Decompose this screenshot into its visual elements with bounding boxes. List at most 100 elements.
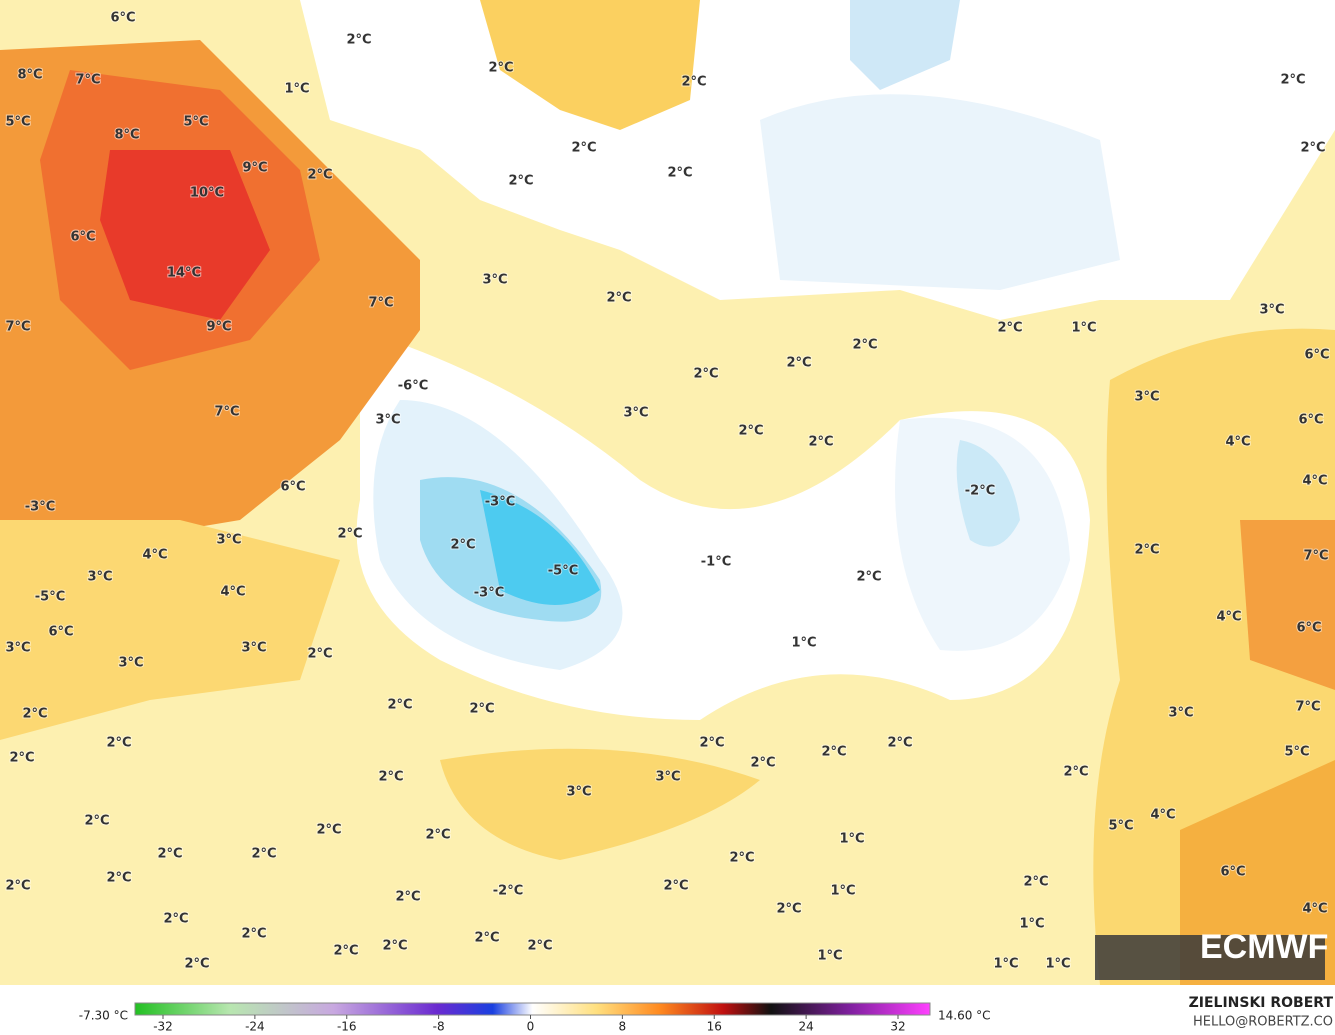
temperature-label: -6°C [398, 379, 428, 394]
temperature-label: 4°C [220, 585, 245, 600]
temperature-label: 2°C [333, 944, 358, 959]
temperature-label: 2°C [1023, 875, 1048, 890]
temperature-label: 3°C [482, 273, 507, 288]
temperature-label: -3°C [474, 586, 504, 601]
temperature-label: 7°C [214, 405, 239, 420]
temperature-label: 6°C [1296, 621, 1321, 636]
temperature-label: 7°C [1303, 549, 1328, 564]
credit-email: HELLO@ROBERTZ.CO [1193, 1015, 1333, 1030]
temperature-label: 2°C [738, 424, 763, 439]
temperature-label: 4°C [1225, 435, 1250, 450]
colorbar-tick-label: 32 [890, 1020, 905, 1034]
temperature-label: -1°C [701, 555, 731, 570]
temperature-label: 6°C [280, 480, 305, 495]
temperature-label: 3°C [655, 770, 680, 785]
temperature-label: 2°C [667, 166, 692, 181]
temperature-label: 9°C [242, 161, 267, 176]
temperature-label: 1°C [993, 957, 1018, 972]
logo: ECMWF [1200, 928, 1328, 966]
temperature-label: 1°C [839, 832, 864, 847]
temperature-label: 2°C [378, 770, 403, 785]
temperature-label: 2°C [729, 851, 754, 866]
temperature-label: -3°C [485, 495, 515, 510]
temperature-label: 3°C [118, 656, 143, 671]
temperature-label: 2°C [1300, 141, 1325, 156]
temperature-label: 3°C [375, 413, 400, 428]
colorbar-tick-label: -8 [433, 1020, 445, 1034]
temperature-label: 2°C [488, 61, 513, 76]
temperature-label: 4°C [1150, 808, 1175, 823]
colorbar-tick-label: -32 [153, 1020, 173, 1034]
temperature-label: 2°C [469, 702, 494, 717]
temperature-label: 2°C [474, 931, 499, 946]
temperature-label: 1°C [791, 636, 816, 651]
temperature-label: 2°C [5, 879, 30, 894]
temperature-label: 2°C [821, 745, 846, 760]
credit-name: ZIELINSKI ROBERT [1189, 995, 1334, 1011]
temperature-label: 7°C [5, 320, 30, 335]
temperature-label: 3°C [1259, 303, 1284, 318]
colorbar-max: 14.60 °C [938, 1009, 991, 1023]
temperature-label: 6°C [110, 11, 135, 26]
temperature-label: -3°C [25, 500, 55, 515]
temperature-label: 2°C [9, 751, 34, 766]
temperature-label: 4°C [1302, 474, 1327, 489]
temperature-label: 2°C [663, 879, 688, 894]
temperature-label: 1°C [284, 82, 309, 97]
temperature-label: 3°C [216, 533, 241, 548]
temperature-label: 3°C [566, 785, 591, 800]
temperature-label: 6°C [70, 230, 95, 245]
temperature-label: 2°C [527, 939, 552, 954]
temperature-label: 7°C [1295, 700, 1320, 715]
temperature-label: 2°C [425, 828, 450, 843]
temperature-label: 2°C [776, 902, 801, 917]
temperature-label: 2°C [307, 647, 332, 662]
temperature-label: 5°C [1108, 819, 1133, 834]
temperature-label: 6°C [1304, 348, 1329, 363]
temperature-label: 1°C [1019, 917, 1044, 932]
temperature-label: -5°C [35, 590, 65, 605]
temperature-label: 6°C [1298, 413, 1323, 428]
temperature-label: 5°C [1284, 745, 1309, 760]
temperature-label: 2°C [808, 435, 833, 450]
temperature-label: 2°C [786, 356, 811, 371]
temperature-label: 7°C [368, 296, 393, 311]
temperature-label: 3°C [1168, 706, 1193, 721]
temperature-label: 10°C [190, 186, 224, 201]
temperature-label: 14°C [167, 266, 201, 281]
temperature-label: 2°C [606, 291, 631, 306]
temperature-label: 2°C [997, 321, 1022, 336]
colorbar-tick-label: 0 [527, 1020, 535, 1034]
temperature-label: 2°C [1063, 765, 1088, 780]
temperature-label: 2°C [307, 168, 332, 183]
temperature-label: 2°C [508, 174, 533, 189]
temperature-label: 8°C [17, 68, 42, 83]
temperature-label: 5°C [183, 115, 208, 130]
colorbar-tick-label: 24 [798, 1020, 813, 1034]
temperature-label: 2°C [856, 570, 881, 585]
temperature-label: 2°C [887, 736, 912, 751]
temperature-label: 2°C [450, 538, 475, 553]
temperature-label: 1°C [817, 949, 842, 964]
temperature-label: 2°C [387, 698, 412, 713]
temperature-label: 2°C [699, 736, 724, 751]
temperature-label: 2°C [106, 736, 131, 751]
temperature-label: 3°C [87, 570, 112, 585]
temperature-label: 6°C [1220, 865, 1245, 880]
temperature-label: 6°C [48, 625, 73, 640]
temperature-label: 2°C [316, 823, 341, 838]
colorbar-tick-label: -24 [245, 1020, 265, 1034]
colorbar-tick-label: 8 [619, 1020, 627, 1034]
temperature-label: -2°C [965, 484, 995, 499]
temperature-label: 2°C [382, 939, 407, 954]
temperature-label: 2°C [571, 141, 596, 156]
temperature-label: 2°C [163, 912, 188, 927]
temperature-label: 7°C [75, 73, 100, 88]
temperature-label: 2°C [241, 927, 266, 942]
temperature-label: 2°C [346, 33, 371, 48]
temperature-label: 1°C [1071, 321, 1096, 336]
colorbar-tick-label: 16 [707, 1020, 722, 1034]
temperature-label: -2°C [493, 884, 523, 899]
temperature-label: 2°C [106, 871, 131, 886]
